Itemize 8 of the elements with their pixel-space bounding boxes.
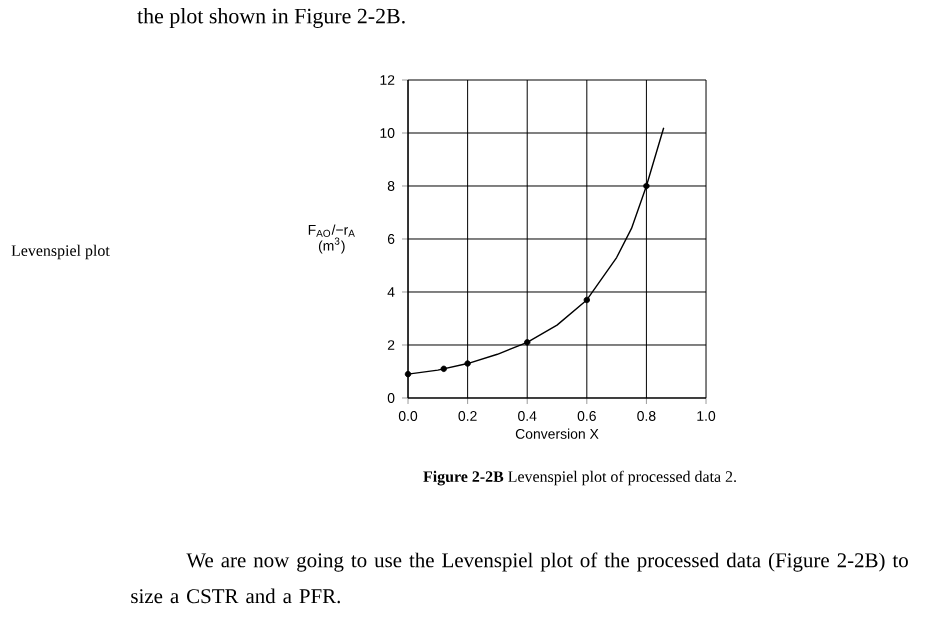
point <box>643 182 650 190</box>
point <box>524 339 531 346</box>
point <box>404 370 412 378</box>
point <box>583 296 590 304</box>
text: the plot shown in Figure 2-2B. <box>137 8 405 28</box>
point <box>464 360 471 367</box>
point <box>440 365 447 373</box>
text: We are now going to use the Levenspiel plot of the processed data (Figure 2-2B) to size a CSTR and a PFR. <box>131 552 908 604</box>
